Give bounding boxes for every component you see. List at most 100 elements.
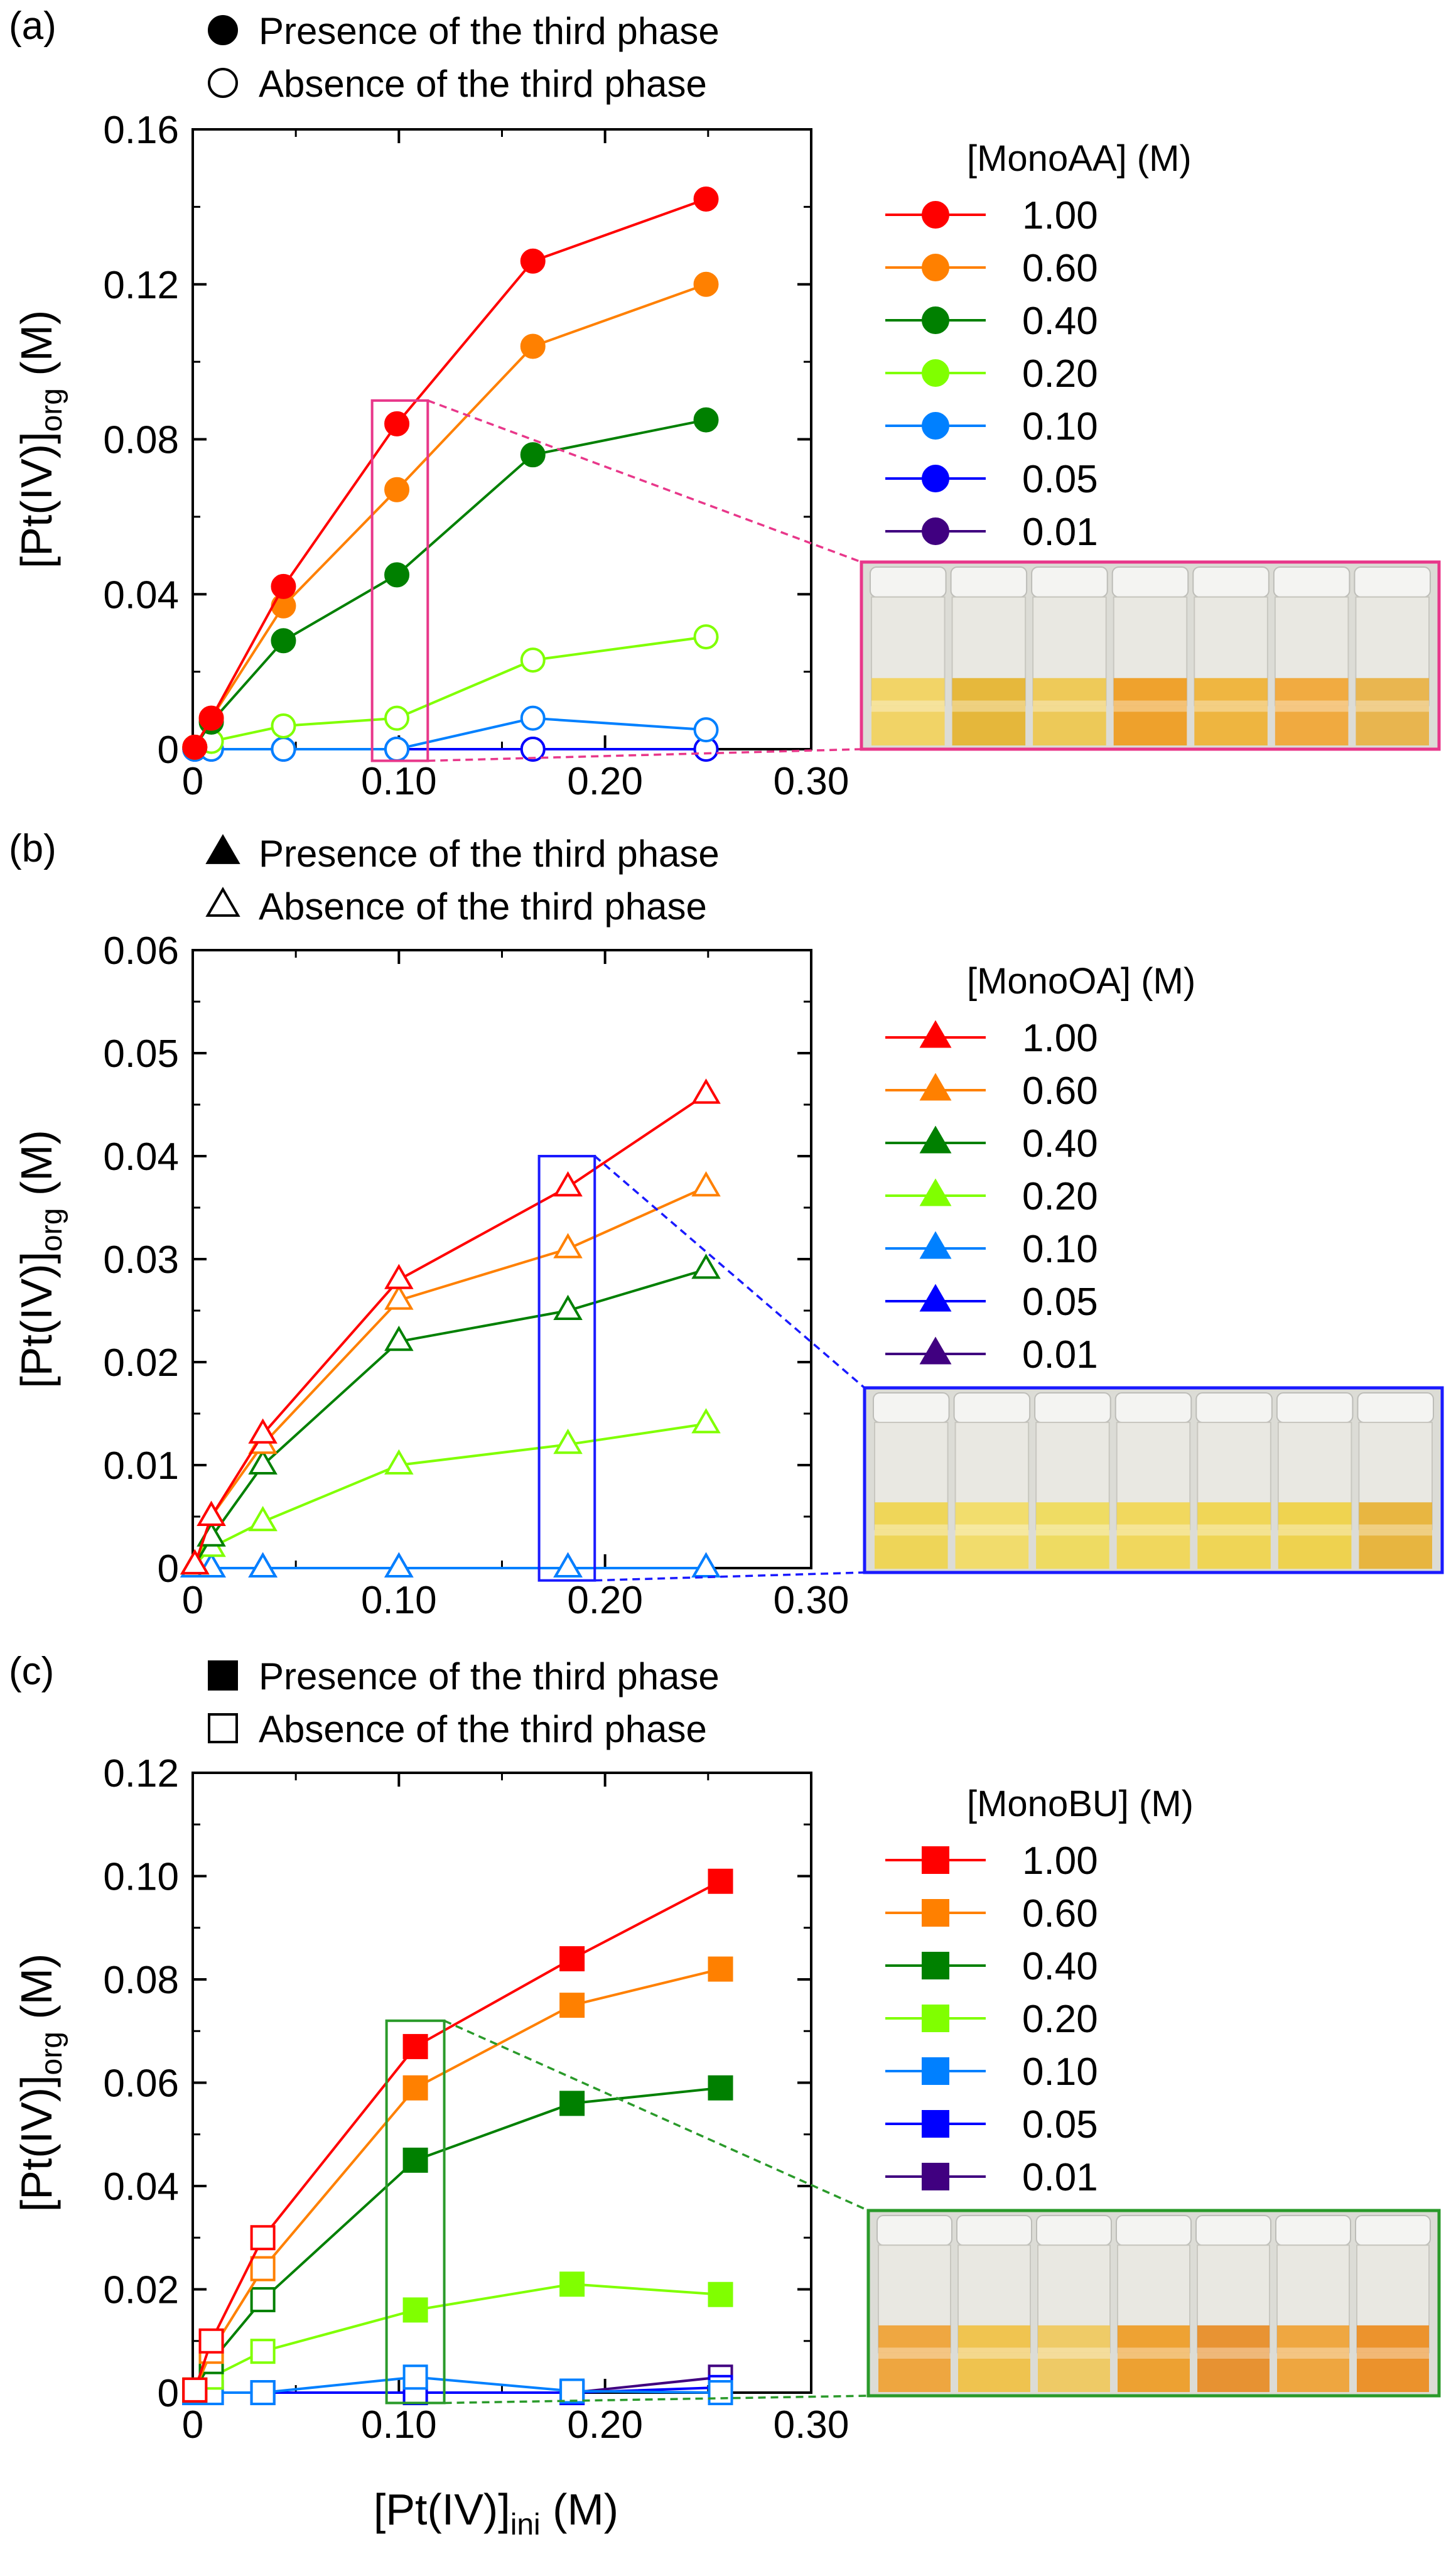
data-point <box>271 737 296 762</box>
highlight-box <box>385 2019 446 2405</box>
vial-cap <box>1276 1392 1354 1424</box>
vial-liquid <box>875 1502 948 1569</box>
series-line-0.40 <box>193 1268 707 1566</box>
data-point <box>384 411 410 436</box>
data-point <box>248 1418 278 1444</box>
panel-label: (a) <box>9 4 57 48</box>
highlight-box <box>370 399 429 762</box>
data-point <box>402 2147 428 2173</box>
vial-liquid <box>1033 678 1106 746</box>
legend-filled-label: Presence of the third phase <box>259 10 720 52</box>
data-point <box>691 1171 721 1197</box>
y-tick-label: 0.12 <box>103 264 179 307</box>
data-point <box>693 271 719 297</box>
x-tick-label: 0.30 <box>774 1579 849 1622</box>
data-point <box>559 2378 585 2404</box>
vial-interface <box>958 2347 1030 2359</box>
y-tick-label: 0.08 <box>103 419 179 462</box>
vial-cap <box>1114 1392 1192 1424</box>
vial-interface <box>1277 2347 1349 2359</box>
vial-interface <box>955 1524 1029 1536</box>
vial-interface <box>952 700 1026 712</box>
vial-cap <box>1355 2215 1431 2246</box>
legend-label-0.10: 0.10 <box>1022 405 1098 448</box>
panel-label: (b) <box>9 827 57 870</box>
x-axis-label-sub: ini <box>510 2508 541 2541</box>
data-point <box>708 2075 733 2101</box>
vial-liquid <box>1036 1502 1109 1569</box>
y-axis-label-sub: org <box>35 1208 68 1252</box>
legend-label-0.40: 0.40 <box>1022 1122 1098 1166</box>
data-point <box>384 705 410 731</box>
vial-interface <box>1036 1524 1109 1536</box>
vial-liquid <box>1356 678 1429 746</box>
connector-bottom <box>444 2395 869 2405</box>
data-point <box>182 2377 208 2403</box>
data-point <box>691 1552 721 1578</box>
data-point <box>520 737 546 762</box>
legend-filled-label: Presence of the third phase <box>259 833 720 875</box>
data-point <box>520 248 546 274</box>
data-point <box>693 717 719 743</box>
data-point <box>691 1078 721 1104</box>
vial-interface <box>1113 700 1187 712</box>
vial-cap <box>870 566 947 598</box>
x-tick-label: 0 <box>182 2403 203 2447</box>
vial-interface <box>1194 700 1268 712</box>
data-point <box>402 2364 428 2390</box>
data-point <box>520 333 546 359</box>
legend-filled-marker <box>205 834 240 864</box>
vial-interface <box>1278 1524 1352 1536</box>
legend-title: [MonoAA] (M) <box>967 138 1192 179</box>
connector-bottom <box>595 1571 865 1582</box>
legend-title: [MonoBU] (M) <box>967 1783 1194 1824</box>
legend-label-0.20: 0.20 <box>1022 1175 1098 1218</box>
connector-top <box>594 1155 866 1389</box>
data-point <box>182 734 208 760</box>
series-line-1.00 <box>193 198 707 748</box>
legend-label-0.01: 0.01 <box>1022 511 1098 554</box>
data-point <box>197 1500 226 1526</box>
data-point <box>384 1552 414 1578</box>
vial-liquid <box>1278 1502 1352 1569</box>
x-tick-label: 0.20 <box>567 2403 643 2447</box>
data-point <box>248 1449 278 1475</box>
data-point <box>553 1294 583 1320</box>
data-point <box>384 1284 414 1310</box>
legend-marker-0.10 <box>922 2057 949 2085</box>
legend-marker-0.40 <box>922 1952 949 1979</box>
vials-photo <box>866 2209 1441 2398</box>
vial-interface <box>1118 2347 1190 2359</box>
vial-cap <box>1111 566 1189 598</box>
y-axis-label-unit: (M) <box>12 1130 61 1208</box>
data-point <box>559 2091 585 2116</box>
legend-marker-0.10 <box>922 412 949 440</box>
vial-liquid <box>1038 2325 1110 2393</box>
vial-liquid <box>1194 678 1268 746</box>
data-point <box>708 2281 733 2307</box>
vial-liquid <box>1197 2325 1270 2393</box>
legend-label-0.05: 0.05 <box>1022 2103 1098 2146</box>
y-axis-label-unit: (M) <box>12 310 61 388</box>
vial-liquid <box>1113 678 1187 746</box>
vial-cap <box>956 2215 1032 2246</box>
x-tick-label: 0.10 <box>361 760 437 803</box>
y-axis-label-main: [Pt(IV)] <box>12 2075 61 2212</box>
y-tick-label: 0.12 <box>103 1752 179 1795</box>
vial-liquid <box>878 2325 951 2393</box>
legend-marker-0.60 <box>922 254 949 281</box>
data-point <box>402 2075 428 2101</box>
y-tick-label: 0.06 <box>103 2062 179 2106</box>
vial-liquid <box>958 2325 1030 2393</box>
data-point <box>384 1449 414 1475</box>
series-line-1.00 <box>193 1093 707 1566</box>
chart-panel-1: (a) Presence of the third phase Absence of… <box>9 4 1441 803</box>
vial-interface <box>1197 1524 1271 1536</box>
vial-cap <box>1357 1392 1434 1424</box>
data-point <box>708 2380 733 2405</box>
series-line-0.60 <box>193 1186 707 1566</box>
legend-marker-0.10 <box>919 1231 952 1259</box>
legend-marker-0.20 <box>919 1178 952 1206</box>
panel-label: (c) <box>9 1650 54 1693</box>
vial-liquid <box>1197 1502 1271 1569</box>
